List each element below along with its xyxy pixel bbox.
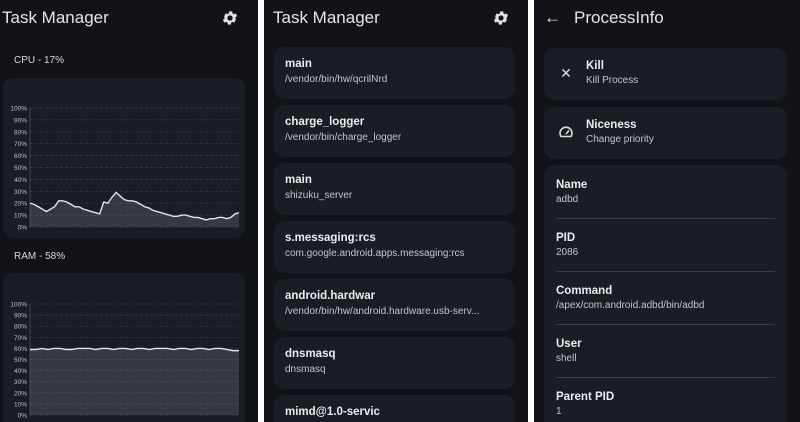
app-title: Task Manager (2, 8, 109, 27)
page-title: ProcessInfo (574, 8, 664, 27)
process-name: s.messaging:rcs (285, 232, 376, 244)
process-list-item[interactable]: main shizuku_server (274, 163, 515, 215)
process-list-item[interactable]: dnsmasq dnsmasq (274, 337, 515, 389)
cpu-chart: 0% 10% 20% 30% 40% 50% 60% 70% 80% 90% 100% (10, 106, 240, 232)
detail-value: adbd (556, 194, 579, 205)
detail-row: User shell (556, 338, 775, 364)
y-tick-label: 30% (14, 379, 27, 386)
y-tick-label: 60% (14, 346, 27, 353)
process-command: /vendor/bin/charge_logger (285, 132, 402, 143)
process-details-card: Name adbd PID 2086 Command/apex/com.android.… (544, 165, 787, 422)
y-tick-label: 0% (18, 225, 28, 232)
niceness-button[interactable]: Niceness Change priority (544, 107, 787, 159)
y-tick-label: 90% (14, 117, 27, 124)
process-name: dnsmasq (285, 348, 336, 360)
y-tick-label: 10% (14, 401, 27, 408)
cpu-label: CPU - 17% (14, 55, 65, 66)
y-tick-label: 70% (14, 335, 27, 342)
y-tick-label: 0% (18, 413, 28, 420)
detail-value: 2086 (556, 247, 579, 258)
app-title: Task Manager (273, 8, 380, 27)
series-line (29, 191, 240, 221)
y-tick-label: 30% (14, 189, 27, 196)
dashboard-screen: Task Manager CPU - 17% 0% 10% 20% 30% 40% 50%… (0, 0, 258, 422)
process-name: charge_logger (285, 116, 365, 128)
process-list-item[interactable]: mimd@1.0-servic (274, 395, 515, 422)
y-tick-label: 100% (10, 106, 27, 113)
series-line (30, 347, 239, 352)
process-list-item[interactable]: main/vendor/bin/hw/qcrilNrd (274, 47, 515, 99)
y-tick-label: 70% (14, 141, 27, 148)
gear-icon[interactable] (221, 9, 239, 27)
detail-label: User (556, 338, 582, 350)
detail-label: PID (556, 232, 576, 244)
process-command: /vendor/bin/hw/android.hardware.usb-serv… (285, 306, 480, 317)
detail-row: Name adbd (556, 179, 775, 205)
process-name: main (285, 174, 312, 186)
series-area (30, 348, 239, 415)
detail-label: Name (556, 179, 588, 191)
ram-label: RAM - 58% (14, 251, 66, 262)
action-subtitle: Kill Process (586, 75, 639, 86)
divider (556, 324, 775, 325)
process-list-item[interactable]: android.hardwar/vendor/bin/hw/android.ha… (274, 279, 515, 331)
process-name: mimd@1.0-servic (285, 406, 380, 418)
y-tick-label: 10% (14, 213, 27, 220)
detail-label: Command (556, 285, 613, 297)
process-command: com.google.android.apps.messaging:rcs (285, 248, 465, 259)
cpu-chart-card: 0% 10% 20% 30% 40% 50% 60% 70% 80% 90% 100% (3, 78, 245, 238)
process-name: main (285, 58, 312, 70)
y-tick-label: 20% (14, 201, 27, 208)
detail-value: 1 (556, 406, 562, 417)
y-tick-label: 20% (14, 390, 27, 397)
ram-chart-card: 0% 10% 20% 30% 40% 50% 60% 70% 80% 90% 100% (3, 273, 245, 422)
y-tick-label: 80% (14, 324, 27, 331)
process-command: /vendor/bin/hw/qcrilNrd (285, 74, 388, 85)
divider (556, 218, 775, 219)
detail-row: PID 2086 (556, 232, 775, 258)
y-tick-label: 40% (14, 177, 27, 184)
process-name: android.hardwar (285, 290, 376, 302)
process-command: shizuku_server (285, 190, 353, 201)
process-command: dnsmasq (285, 364, 326, 375)
detail-row: Command/apex/com.android.adbd/bin/adbd (556, 285, 775, 311)
y-tick-label: 90% (14, 313, 27, 320)
kill-button[interactable]: ✕ Kill Kill Process (544, 48, 787, 100)
divider (556, 271, 775, 272)
action-subtitle: Change priority (586, 134, 654, 145)
divider (556, 377, 775, 378)
y-tick-label: 100% (10, 302, 27, 309)
process-info-screen: ← ProcessInfo ✕ Kill Kill Process Nicene… (534, 0, 800, 422)
detail-value: shell (556, 353, 577, 364)
y-tick-label: 50% (14, 357, 27, 364)
detail-value: /apex/com.android.adbd/bin/adbd (556, 300, 705, 311)
process-list-item[interactable]: charge_logger/vendor/bin/charge_logger (274, 105, 515, 157)
gear-icon[interactable] (492, 9, 510, 27)
process-list-item[interactable]: s.messaging:rcs com.google.android.apps.m… (274, 221, 515, 273)
y-tick-label: 80% (14, 129, 27, 136)
y-tick-label: 60% (14, 153, 27, 160)
process-list-screen: Task Manager main/vendor/bin/hw/qcrilNrd… (264, 0, 528, 422)
action-title: Niceness (586, 119, 637, 131)
ram-chart: 0% 10% 20% 30% 40% 50% 60% 70% 80% 90% 100% (10, 302, 239, 420)
series-area (30, 192, 239, 227)
detail-row: Parent PID 1 (556, 391, 775, 417)
y-tick-label: 40% (14, 368, 27, 375)
speedometer-icon (559, 126, 573, 138)
y-tick-label: 50% (14, 165, 27, 172)
detail-label: Parent PID (556, 391, 615, 403)
close-icon: ✕ (560, 65, 572, 81)
action-title: Kill (586, 60, 604, 72)
arrow-left-icon[interactable]: ← (544, 8, 561, 27)
